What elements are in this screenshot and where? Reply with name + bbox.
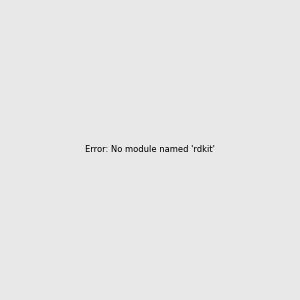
Text: Error: No module named 'rdkit': Error: No module named 'rdkit': [85, 146, 215, 154]
